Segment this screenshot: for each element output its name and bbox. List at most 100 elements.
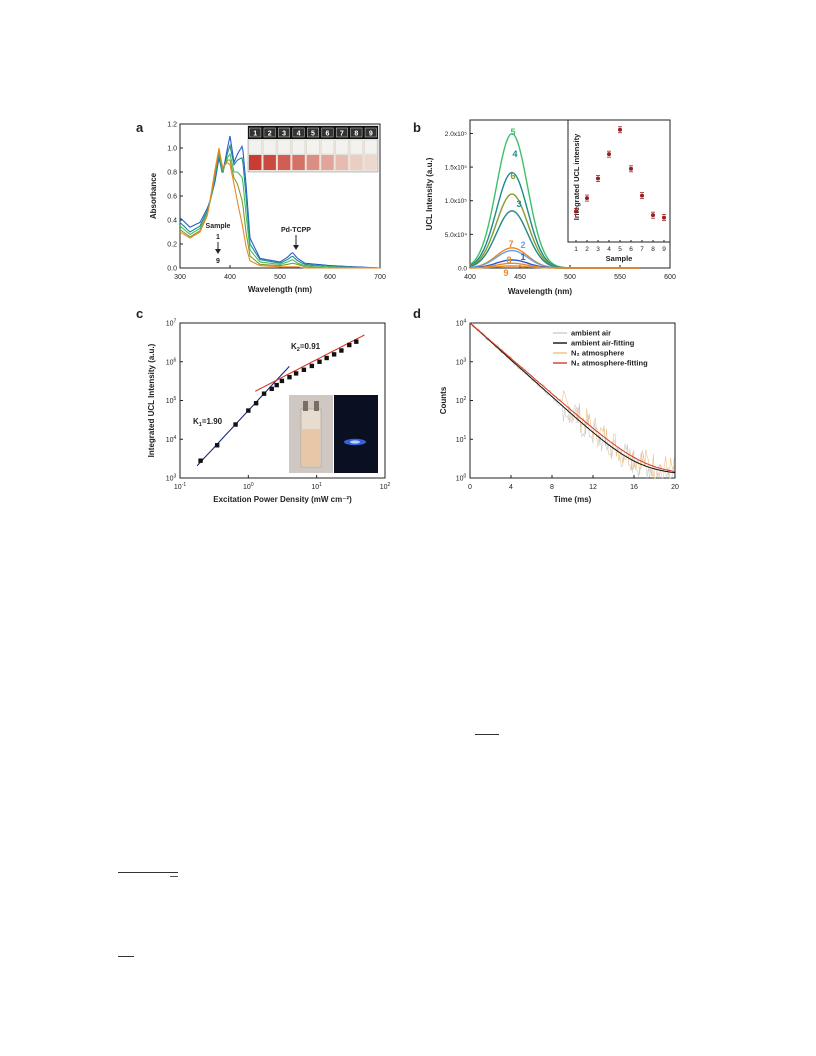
- vial-liquid: [364, 155, 377, 170]
- vial-glass: [364, 139, 378, 155]
- inset-x-tick-label: 6: [629, 246, 633, 253]
- x-tick-label-c: 10-1: [174, 482, 186, 491]
- vial-liquid: [277, 155, 291, 170]
- vial-number-label: 4: [297, 131, 301, 138]
- y-tick-label-d: 102: [456, 396, 467, 405]
- vial-glass: [321, 139, 334, 155]
- data-point-c: [246, 408, 251, 413]
- vial-number-label: 6: [325, 131, 329, 138]
- page-rule-fragment: [118, 956, 134, 957]
- y-tick-label-c: 105: [166, 396, 177, 405]
- cuvette-cap: [303, 401, 308, 411]
- inset-point: [629, 166, 633, 171]
- vial-glass: [277, 139, 291, 155]
- peak-label-4: 4: [512, 149, 517, 159]
- vial-liquid: [335, 155, 349, 170]
- vial-number-box: [335, 127, 348, 138]
- vial-liquid: [321, 155, 334, 170]
- x-tick-label-d: 16: [630, 484, 638, 491]
- data-point-c: [347, 342, 352, 348]
- panel-a-letter: a: [136, 120, 144, 135]
- peak-label-6: 6: [510, 171, 515, 181]
- vial-number-box: [321, 127, 334, 138]
- data-point-c: [309, 363, 315, 369]
- y-tick-label-b: 1.0x10⁵: [445, 198, 468, 205]
- inset-point: [607, 152, 611, 157]
- y-tick-label-a: 0.8: [167, 170, 177, 177]
- y-tick-label-c: 104: [166, 435, 177, 444]
- x-axis-label-b: Wavelength (nm): [508, 287, 572, 296]
- data-point-c: [261, 391, 267, 396]
- vial-number-box: [350, 127, 363, 138]
- vial-liquid: [292, 155, 305, 170]
- x-axis-label-a: Wavelength (nm): [248, 285, 312, 294]
- vial-number-label: 5: [311, 131, 315, 138]
- panel-d-letter: d: [413, 306, 421, 321]
- y-tick-label-b: 2.0x10⁵: [445, 131, 468, 138]
- vial-number-label: 1: [253, 131, 257, 138]
- vial-liquid: [306, 155, 320, 170]
- peak-label-2: 2: [520, 240, 525, 250]
- y-axis-label-d: Counts: [439, 386, 448, 414]
- legend-label: N₂ atmosphere: [571, 349, 624, 358]
- page-rule-fragment: [475, 734, 499, 735]
- x-tick-label-d: 12: [589, 484, 597, 491]
- peak-label-7: 7: [508, 239, 513, 249]
- data-point-c: [274, 382, 279, 388]
- x-tick-label-a: 700: [374, 274, 386, 281]
- y-tick-label-a: 0.4: [167, 218, 177, 225]
- vial-number-box: [249, 127, 262, 138]
- x-tick-label-a: 400: [224, 274, 236, 281]
- inset-point: [662, 215, 666, 220]
- legend-label: ambient air: [571, 329, 611, 338]
- absorbance-series-5: [179, 147, 380, 269]
- sample-bottom-label: 9: [216, 258, 220, 265]
- data-point-c: [293, 371, 299, 376]
- pd-tcpp-label: Pd-TCPP: [281, 227, 311, 234]
- fit-line-k2: [254, 334, 365, 392]
- data-point-c: [339, 348, 344, 353]
- x-tick-label-b: 550: [614, 274, 626, 281]
- inset-point: [640, 193, 644, 198]
- upconversion-glow-core: [350, 440, 360, 444]
- k1-annotation: K1=1.90: [193, 417, 223, 428]
- data-point-c: [279, 378, 285, 384]
- peak-label-9: 9: [503, 268, 508, 278]
- y-axis-label-a: Absorbance: [149, 172, 158, 219]
- data-point-c: [301, 367, 307, 372]
- vial-liquid: [350, 155, 363, 170]
- y-tick-label-c: 106: [166, 357, 177, 366]
- vial-number-label: 3: [282, 131, 286, 138]
- x-tick-label-a: 300: [174, 274, 186, 281]
- data-point-c: [324, 355, 329, 361]
- peak-label-8: 8: [506, 255, 511, 265]
- x-tick-label-a: 600: [324, 274, 336, 281]
- inset-y-label: Integrated UCL intensity: [572, 133, 581, 220]
- x-tick-label-d: 0: [468, 484, 472, 491]
- inset-point: [618, 127, 622, 132]
- y-tick-label-a: 0.0: [167, 266, 177, 273]
- sample-arrow-head: [215, 249, 221, 254]
- vial-number-box: [364, 127, 377, 138]
- data-point-c: [354, 339, 359, 344]
- x-tick-label-d: 8: [550, 484, 554, 491]
- ucl-peak-9: [470, 265, 640, 269]
- data-point-c: [269, 386, 274, 392]
- x-axis-label-d: Time (ms): [554, 495, 592, 504]
- y-tick-label-d: 104: [456, 319, 467, 328]
- y-tick-label-c: 107: [166, 319, 177, 328]
- y-tick-label-b: 5.0x10⁴: [445, 232, 468, 239]
- sample-label: Sample: [206, 223, 231, 230]
- y-tick-label-c: 103: [166, 474, 177, 483]
- y-tick-label-b: 0.0: [458, 266, 467, 273]
- k2-annotation: K2=0.91: [291, 342, 321, 353]
- y-tick-label-a: 1.0: [167, 146, 177, 153]
- vial-number-box: [292, 127, 305, 138]
- inset-point: [574, 209, 578, 214]
- inset-point: [596, 176, 600, 181]
- vial-number-label: 9: [369, 131, 373, 138]
- data-point-c: [233, 422, 238, 427]
- data-point-c: [317, 359, 322, 364]
- peak-label-5: 5: [510, 127, 515, 137]
- data-point-c: [198, 458, 203, 463]
